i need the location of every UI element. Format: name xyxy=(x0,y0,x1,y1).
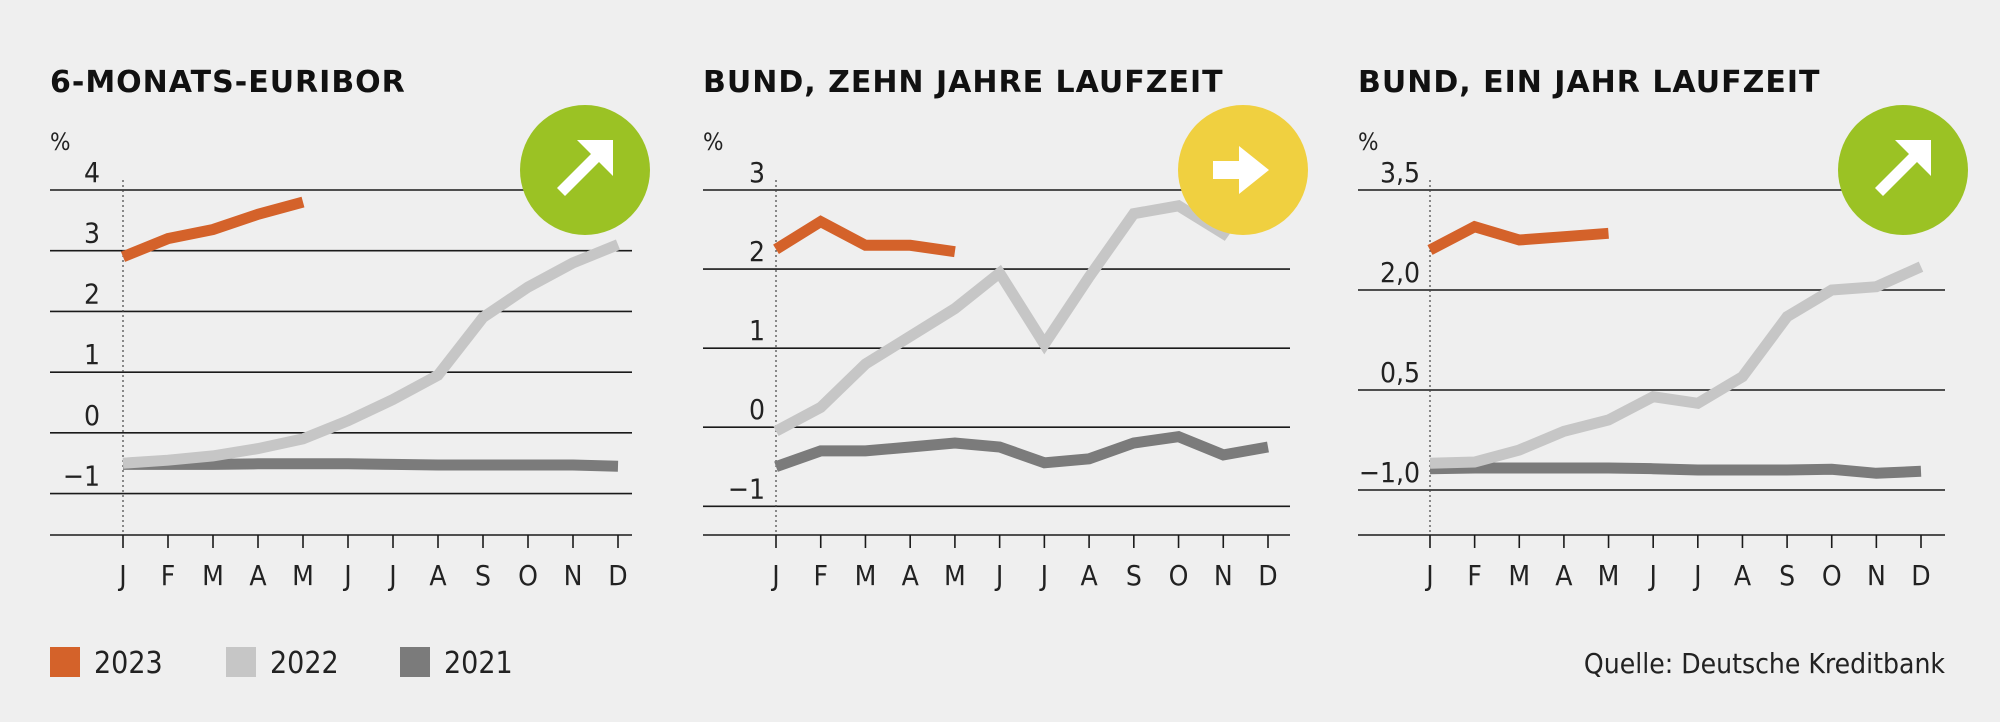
legend-label-2022: 2022 xyxy=(270,646,339,681)
y-tick-label: 1 xyxy=(749,314,765,347)
x-tick-label: J xyxy=(770,559,779,592)
x-tick-label: J xyxy=(387,559,396,592)
y-tick-label: 3,5 xyxy=(1380,156,1420,189)
x-tick-label: M xyxy=(1508,559,1530,592)
y-tick-label: 4 xyxy=(84,156,100,189)
x-tick-label: N xyxy=(1867,559,1886,592)
x-tick-label: M xyxy=(1598,559,1620,592)
x-tick-label: A xyxy=(1555,559,1573,592)
y-tick-label: 2 xyxy=(749,235,765,268)
series-line-2023 xyxy=(773,215,956,258)
y-tick-label: 0,5 xyxy=(1380,356,1420,389)
x-tick-label: S xyxy=(1126,559,1142,592)
arrow-up-right-icon xyxy=(1875,140,1931,196)
trend-badge xyxy=(520,105,650,235)
series-line-2022 xyxy=(773,167,1273,437)
x-tick-label: M xyxy=(202,559,224,592)
chart-title: BUND, ZEHN JAHRE LAUFZEIT xyxy=(703,65,1224,100)
x-tick-label: J xyxy=(1647,559,1656,592)
x-tick-label: D xyxy=(1258,559,1277,592)
x-tick-label: O xyxy=(1822,559,1842,592)
y-tick-label: 2,0 xyxy=(1380,256,1420,289)
trend-badge xyxy=(1178,105,1308,235)
x-tick-label: N xyxy=(564,559,583,592)
series-line-2023 xyxy=(1427,220,1609,255)
x-tick-label: O xyxy=(1169,559,1189,592)
x-tick-label: F xyxy=(161,559,176,592)
y-tick-label: −1,0 xyxy=(1359,456,1420,489)
x-tick-label: A xyxy=(902,559,920,592)
legend-swatch-2021 xyxy=(400,647,430,677)
x-tick-label: M xyxy=(855,559,877,592)
y-tick-label: 2 xyxy=(84,277,100,310)
x-tick-label: J xyxy=(1692,559,1701,592)
chart-title: 6-MONATS-EURIBOR xyxy=(50,65,406,100)
series-line-2021 xyxy=(1429,462,1922,479)
x-tick-label: N xyxy=(1214,559,1233,592)
chart-panel-3: BUND, EIN JAHR LAUFZEIT%−1,00,52,03,5J F M… xyxy=(1358,65,1968,592)
trend-badge xyxy=(1838,105,1968,235)
x-tick-label: M xyxy=(944,559,966,592)
series-line-2021 xyxy=(123,458,619,472)
series-line-2022 xyxy=(122,239,621,469)
y-unit-label: % xyxy=(50,128,71,156)
x-tick-label: M xyxy=(292,559,314,592)
x-tick-label: O xyxy=(518,559,538,592)
legend-label-2023: 2023 xyxy=(94,646,163,681)
legend-label-2021: 2021 xyxy=(444,646,513,681)
x-tick-label: D xyxy=(1911,559,1930,592)
x-tick-label: A xyxy=(1080,559,1098,592)
x-tick-label: J xyxy=(117,559,126,592)
y-tick-label: 0 xyxy=(749,393,765,426)
x-tick-label: J xyxy=(1424,559,1433,592)
x-tick-label: J xyxy=(342,559,351,592)
series-line-2021 xyxy=(774,431,1269,472)
x-tick-label: A xyxy=(1734,559,1752,592)
chart-title: BUND, EIN JAHR LAUFZEIT xyxy=(1358,65,1820,100)
x-tick-label: F xyxy=(1467,559,1482,592)
x-tick-label: A xyxy=(429,559,447,592)
y-tick-label: 3 xyxy=(84,217,100,250)
legend-swatch-2023 xyxy=(50,647,80,677)
y-tick-label: 3 xyxy=(749,156,765,189)
y-tick-label: −1 xyxy=(728,472,765,505)
source-note: Quelle: Deutsche Kreditbank xyxy=(1584,647,1946,680)
x-tick-label: J xyxy=(1039,559,1048,592)
legend: 2023 2022 2021 xyxy=(50,646,513,681)
y-unit-label: % xyxy=(703,128,724,156)
series-line-2023 xyxy=(120,196,305,262)
y-tick-label: 0 xyxy=(84,399,100,432)
x-tick-label: D xyxy=(608,559,627,592)
arrow-right-icon xyxy=(1213,146,1269,194)
y-tick-label: 1 xyxy=(84,338,100,371)
x-tick-label: A xyxy=(249,559,267,592)
x-tick-label: S xyxy=(1779,559,1795,592)
x-tick-label: S xyxy=(475,559,491,592)
legend-swatch-2022 xyxy=(226,647,256,677)
x-tick-label: F xyxy=(813,559,828,592)
x-tick-label: J xyxy=(994,559,1003,592)
y-unit-label: % xyxy=(1358,128,1379,156)
series-line-2022 xyxy=(1429,261,1924,469)
arrow-up-right-icon xyxy=(557,140,613,196)
y-tick-label: −1 xyxy=(63,460,100,493)
